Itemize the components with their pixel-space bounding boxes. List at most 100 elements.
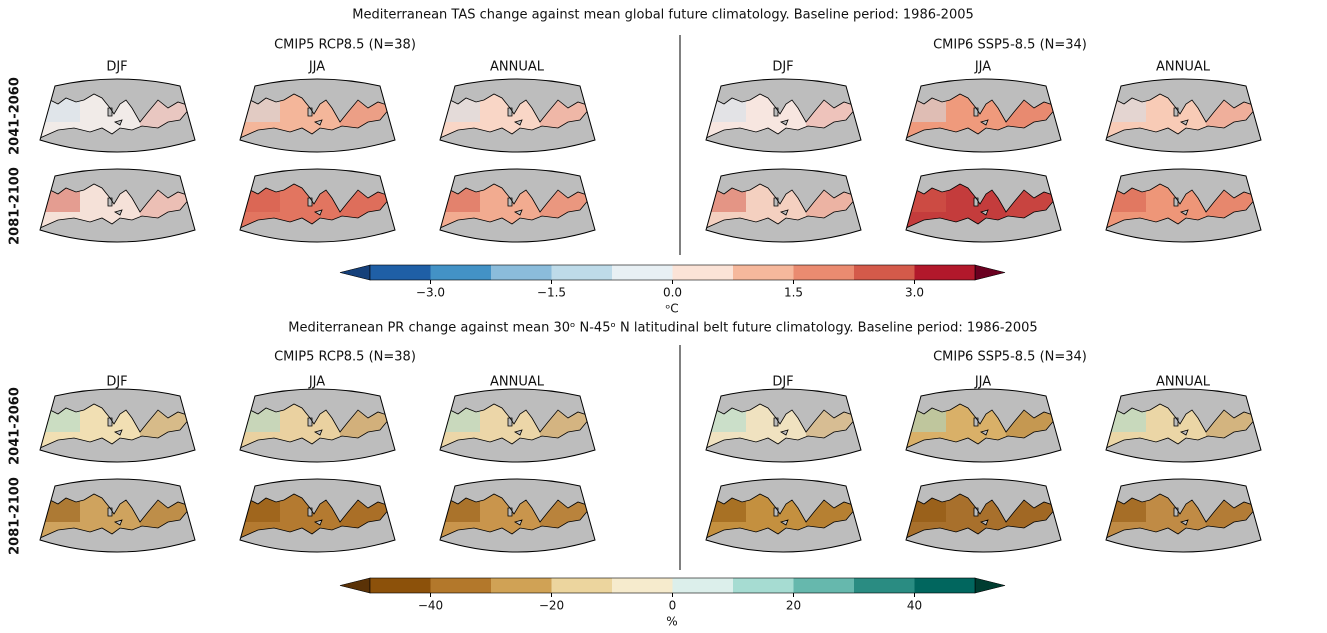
map-field: [1106, 169, 1261, 242]
colorbar-label: %: [666, 615, 677, 629]
colorbar-extend: [339, 264, 371, 281]
colorbar-tick-label: 20: [786, 599, 801, 613]
column-title: DJF: [106, 60, 127, 75]
colorbar-segment: [430, 265, 491, 280]
colorbar-segment: [733, 265, 794, 280]
colorbar-segment: [612, 578, 673, 593]
map-field: [240, 79, 395, 152]
map-field: [40, 479, 195, 552]
column-title: JJA: [308, 60, 325, 75]
colorbar-segment: [793, 578, 854, 593]
column-title: JJA: [308, 375, 325, 390]
land: [40, 79, 195, 152]
map: [705, 78, 862, 153]
row-label: 2081-2100: [8, 477, 23, 555]
map-outline: [705, 168, 862, 243]
map-field: [40, 169, 195, 242]
map-outline: [39, 478, 196, 553]
map-field: [706, 79, 861, 152]
column-title: ANNUAL: [490, 60, 545, 75]
colorbar-tick-label: 0: [669, 599, 677, 613]
land: [706, 479, 861, 552]
map: [239, 78, 396, 153]
colorbar-tick-label: 0.0: [663, 286, 682, 300]
colorbar-segment: [793, 265, 854, 280]
map: [439, 478, 596, 553]
colorbar-segment: [914, 265, 975, 280]
colorbar-segment: [914, 578, 975, 593]
land: [240, 479, 395, 552]
map-field: [1106, 479, 1261, 552]
column-title: ANNUAL: [1156, 375, 1211, 390]
column-title: DJF: [772, 60, 793, 75]
map-outline: [439, 78, 596, 153]
colorbar-segment: [854, 265, 915, 280]
colorbar-extend: [974, 264, 1006, 281]
land: [706, 169, 861, 242]
map-field: [40, 79, 195, 152]
map: [239, 168, 396, 243]
map: [439, 78, 596, 153]
map: [39, 388, 196, 463]
map-field: [906, 479, 1061, 552]
map-field: [1106, 389, 1261, 462]
map-outline: [239, 168, 396, 243]
figure-title: Mediterranean PR change against mean 30ᵒ…: [288, 321, 1037, 336]
map-field: [240, 389, 395, 462]
map-outline: [39, 78, 196, 153]
land: [906, 169, 1061, 242]
map-field: [440, 79, 595, 152]
map: [905, 478, 1062, 553]
map: [1105, 478, 1262, 553]
colorbar-segment: [551, 265, 612, 280]
map: [439, 168, 596, 243]
map: [905, 388, 1062, 463]
column-title: ANNUAL: [1156, 60, 1211, 75]
land: [240, 169, 395, 242]
map-field: [40, 389, 195, 462]
land: [40, 389, 195, 462]
row-label: 2081-2100: [8, 167, 23, 245]
map: [705, 388, 862, 463]
map-field: [1106, 79, 1261, 152]
map-field: [906, 389, 1061, 462]
map-field: [706, 169, 861, 242]
land: [906, 79, 1061, 152]
column-title: JJA: [974, 375, 991, 390]
row-label: 2041-2060: [8, 77, 23, 155]
map-outline: [239, 388, 396, 463]
map-outline: [905, 388, 1062, 463]
map: [39, 168, 196, 243]
map-outline: [705, 388, 862, 463]
figure-title: Mediterranean TAS change against mean gl…: [352, 8, 974, 23]
colorbar-segment: [551, 578, 612, 593]
column-title: DJF: [106, 375, 127, 390]
map-outline: [439, 388, 596, 463]
map-field: [440, 479, 595, 552]
land: [440, 169, 595, 242]
column-title: JJA: [974, 60, 991, 75]
map: [705, 478, 862, 553]
colorbar-segment: [430, 578, 491, 593]
map-outline: [1105, 168, 1262, 243]
map-outline: [905, 78, 1062, 153]
land: [40, 169, 195, 242]
map-outline: [905, 168, 1062, 243]
group-title: CMIP5 RCP8.5 (N=38): [274, 350, 416, 365]
map-field: [440, 389, 595, 462]
colorbar-tick-label: −20: [539, 599, 564, 613]
colorbar-label: ᵒC: [665, 302, 678, 316]
map-outline: [239, 78, 396, 153]
map-outline: [39, 168, 196, 243]
land: [40, 479, 195, 552]
map-outline: [239, 478, 396, 553]
colorbar-extend: [339, 577, 371, 594]
column-title: DJF: [772, 375, 793, 390]
land: [440, 79, 595, 152]
land: [906, 479, 1061, 552]
group-title: CMIP6 SSP5-8.5 (N=34): [933, 38, 1087, 53]
map-outline: [39, 388, 196, 463]
map-outline: [439, 168, 596, 243]
map-outline: [1105, 78, 1262, 153]
land: [706, 79, 861, 152]
